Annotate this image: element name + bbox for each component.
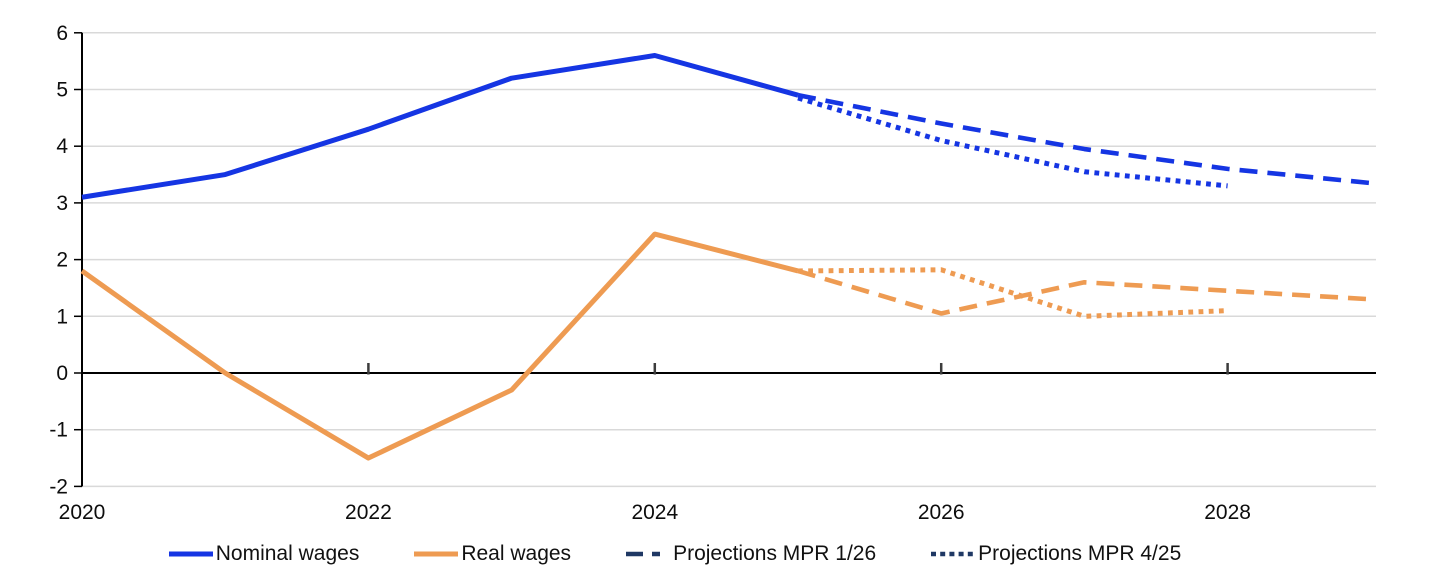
y-axis-label: -2: [49, 475, 68, 498]
legend-item-real-wages: Real wages: [413, 542, 571, 566]
x-axis-label: 2022: [345, 501, 392, 524]
series-nominal-wages: [81, 52, 799, 200]
y-axis-label: -1: [49, 419, 68, 442]
y-axis-label: 3: [56, 192, 68, 215]
legend-label-real-wages: Real wages: [461, 542, 572, 565]
y-axis-label: 0: [56, 362, 68, 385]
legend-item-nominal-wages: Nominal wages: [168, 542, 360, 566]
series-projections-mpr-1-26-real-wages: [797, 268, 1371, 316]
y-axis-ticks: [74, 32, 82, 488]
legend-label-projections-mpr-1-26: Projections MPR 1/26: [673, 542, 877, 565]
y-axis-labels: 6 5 4 3 2 1 0 -1 -2: [49, 22, 68, 499]
x-axis-label: 2028: [1204, 501, 1251, 524]
legend-item-projections-mpr-1-26: Projections MPR 1/26: [625, 542, 876, 566]
nominal-wages-line-swatch-icon: [168, 551, 213, 557]
x-axis-label: 2024: [631, 501, 678, 524]
x-axis-label: 2026: [918, 501, 965, 524]
x-axis-label: 2020: [59, 501, 106, 524]
chart-legend: Nominal wages Real wages Projections MPR…: [0, 542, 1397, 566]
x-axis-ticks: [367, 363, 1229, 375]
y-axis-label: 2: [56, 249, 68, 272]
y-axis-label: 5: [56, 79, 68, 102]
projections-mpr-4-25-dotted-swatch-icon: [931, 551, 976, 557]
series-projections-mpr-4-25-nominal-wages: [797, 95, 1228, 189]
projections-mpr-1-26-dashed-swatch-icon: [626, 551, 671, 557]
y-axis-label: 4: [56, 135, 68, 158]
series-real-wages: [80, 231, 799, 461]
y-axis-label: 6: [56, 22, 68, 45]
legend-label-nominal-wages: Nominal wages: [215, 542, 360, 565]
y-axis-label: 1: [56, 305, 68, 328]
legend-label-projections-mpr-4-25: Projections MPR 4/25: [978, 542, 1182, 565]
gridlines: [82, 32, 1376, 488]
legend-item-projections-mpr-4-25: Projections MPR 4/25: [930, 542, 1181, 566]
real-wages-line-swatch-icon: [414, 551, 459, 557]
series-projections-mpr-4-25-real-wages: [797, 267, 1228, 319]
x-axis-labels: 2020 2022 2024 2026 2028: [59, 501, 1251, 524]
series-projections-mpr-1-26-nominal-wages: [797, 92, 1372, 186]
